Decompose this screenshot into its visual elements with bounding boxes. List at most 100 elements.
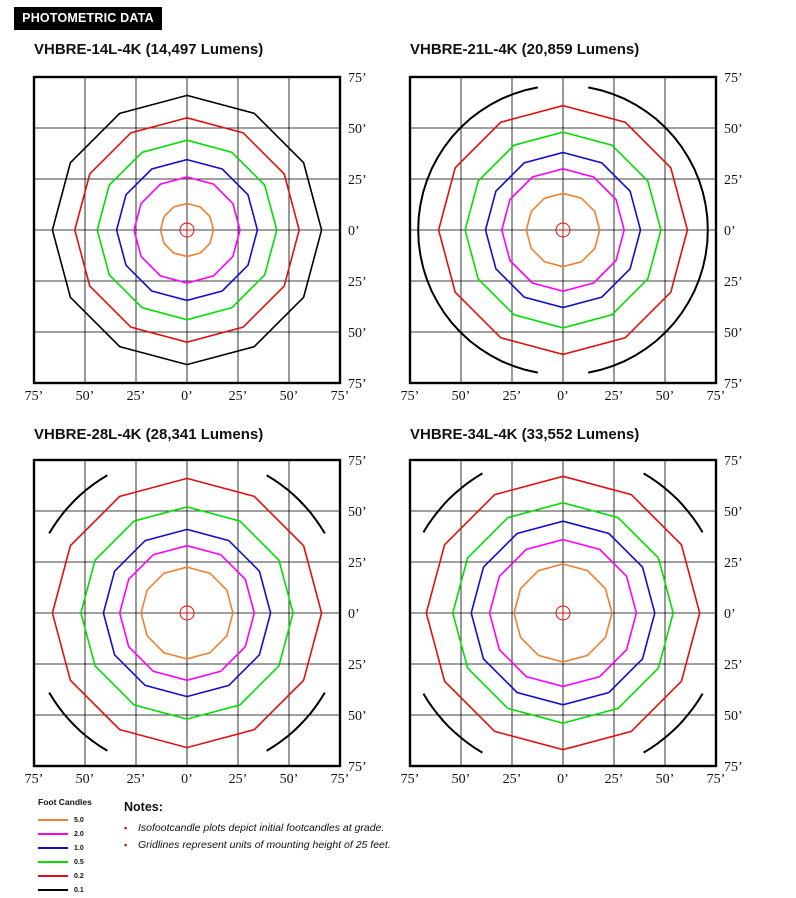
y-tick-label: 75’ (348, 454, 367, 469)
y-tick-label: 25’ (724, 275, 743, 290)
x-tick-label: 25’ (127, 389, 146, 404)
x-tick-label: 25’ (503, 389, 522, 404)
x-tick-label: 50’ (452, 772, 471, 787)
notes-title: Notes: (124, 800, 163, 814)
legend-item: 5.0 (38, 813, 110, 827)
y-tick-label: 0’ (348, 224, 360, 239)
y-tick-label: 25’ (724, 173, 743, 188)
legend-swatch (38, 889, 68, 891)
x-tick-label: 50’ (280, 772, 299, 787)
foot-candles-legend: Foot Candles 5.0 2.0 1.0 0.5 0.2 0.1 (38, 797, 110, 897)
legend-value: 0.5 (74, 858, 84, 866)
legend-value: 0.2 (74, 872, 84, 880)
contour-1.0 (470, 520, 656, 706)
note-text: Gridlines represent units of mounting he… (138, 839, 391, 851)
contour-0.1 (48, 474, 108, 534)
y-tick-label: 75’ (724, 377, 743, 392)
note-item: ▪ Isofootcandle plots depict initial foo… (124, 822, 544, 839)
y-tick-label: 50’ (724, 709, 743, 724)
x-tick-label: 25’ (503, 772, 522, 787)
legend-title: Foot Candles (38, 797, 92, 807)
contour-0.2 (51, 477, 323, 749)
x-tick-label: 75’ (401, 772, 420, 787)
note-item: ▪ Gridlines represent units of mounting … (124, 839, 544, 856)
contour-0.5 (96, 139, 278, 321)
contour-0.2 (425, 475, 701, 751)
contour-group (48, 474, 326, 752)
x-tick-label: 50’ (656, 772, 675, 787)
plot-title-1: VHBRE-14L-4K (14,497 Lumens) (34, 41, 264, 58)
legend-value: 1.0 (74, 844, 84, 852)
x-tick-label: 50’ (280, 389, 299, 404)
legend-item: 0.5 (38, 855, 110, 869)
y-tick-label: 25’ (348, 658, 367, 673)
contour-1.0 (102, 528, 272, 698)
legend-swatch (38, 833, 68, 835)
x-tick-label: 50’ (76, 772, 95, 787)
contour-0.1 (51, 94, 323, 366)
x-tick-label: 0’ (557, 389, 569, 404)
x-tick-label: 25’ (605, 772, 624, 787)
y-tick-label: 75’ (348, 71, 367, 86)
x-tick-label: 50’ (76, 389, 95, 404)
y-tick-label: 50’ (724, 326, 743, 341)
contour-5.0 (513, 563, 613, 663)
x-tick-label: 0’ (181, 389, 193, 404)
contour-group (422, 472, 704, 754)
plot-3: 75’ 50’ 25’ 0’ 25’ 50’ 75’75’50’25’0’25’50’75’ (25, 454, 367, 787)
x-tick-label: 75’ (25, 389, 44, 404)
x-tick-label: 75’ (707, 389, 726, 404)
x-tick-label: 75’ (25, 772, 44, 787)
contour-0.1 (422, 693, 483, 754)
contour-0.1 (48, 692, 108, 752)
plot-4: 75’ 50’ 25’ 0’ 25’ 50’ 75’75’50’25’0’25’50’75’ (401, 454, 743, 787)
bullet-icon: ▪ (124, 823, 128, 833)
plot-frame (408, 458, 718, 768)
plot-1: 75’ 50’ 25’ 0’ 25’ 50’ 75’75’50’25’0’25’50’75’ (25, 71, 367, 404)
x-tick-label: 25’ (229, 389, 248, 404)
legend-value: 5.0 (74, 816, 84, 824)
legend-swatch (38, 847, 68, 849)
legend-item: 1.0 (38, 841, 110, 855)
y-tick-label: 25’ (348, 173, 367, 188)
legend-item: 0.1 (38, 883, 110, 897)
contour-0.5 (451, 501, 675, 725)
y-tick-label: 75’ (348, 760, 367, 775)
y-tick-label: 0’ (348, 607, 360, 622)
contour-5.0 (140, 566, 234, 660)
contour-0.1 (266, 474, 326, 534)
contour-5.0 (159, 202, 215, 258)
bullet-icon: ▪ (124, 840, 128, 850)
x-tick-label: 0’ (557, 772, 569, 787)
section-header: PHOTOMETRIC DATA (14, 7, 162, 30)
x-tick-label: 0’ (181, 772, 193, 787)
y-tick-label: 25’ (348, 556, 367, 571)
contour-5.0 (525, 192, 601, 268)
x-tick-label: 50’ (656, 389, 675, 404)
plot-frame (408, 75, 718, 385)
legend-swatch (38, 875, 68, 877)
y-tick-label: 75’ (724, 71, 743, 86)
plot-title-2: VHBRE-21L-4K (20,859 Lumens) (410, 41, 640, 58)
y-tick-label: 50’ (724, 122, 743, 137)
contour-2.0 (133, 176, 241, 284)
y-tick-label: 75’ (724, 454, 743, 469)
y-tick-label: 50’ (724, 505, 743, 520)
plot-title-3: VHBRE-28L-4K (28,341 Lumens) (34, 426, 264, 443)
legend-item: 2.0 (38, 827, 110, 841)
contour-2.0 (500, 167, 626, 293)
x-tick-label: 75’ (331, 389, 350, 404)
contour-group (51, 94, 323, 366)
contour-0.5 (464, 131, 662, 329)
y-tick-label: 25’ (348, 275, 367, 290)
contour-0.1 (643, 472, 704, 533)
contour-0.1 (417, 86, 539, 374)
x-tick-label: 25’ (127, 772, 146, 787)
contour-0.2 (437, 104, 689, 356)
contour-1.0 (484, 151, 642, 309)
y-tick-label: 50’ (348, 709, 367, 724)
x-tick-label: 75’ (401, 389, 420, 404)
contour-2.0 (118, 544, 256, 682)
y-tick-label: 50’ (348, 505, 367, 520)
